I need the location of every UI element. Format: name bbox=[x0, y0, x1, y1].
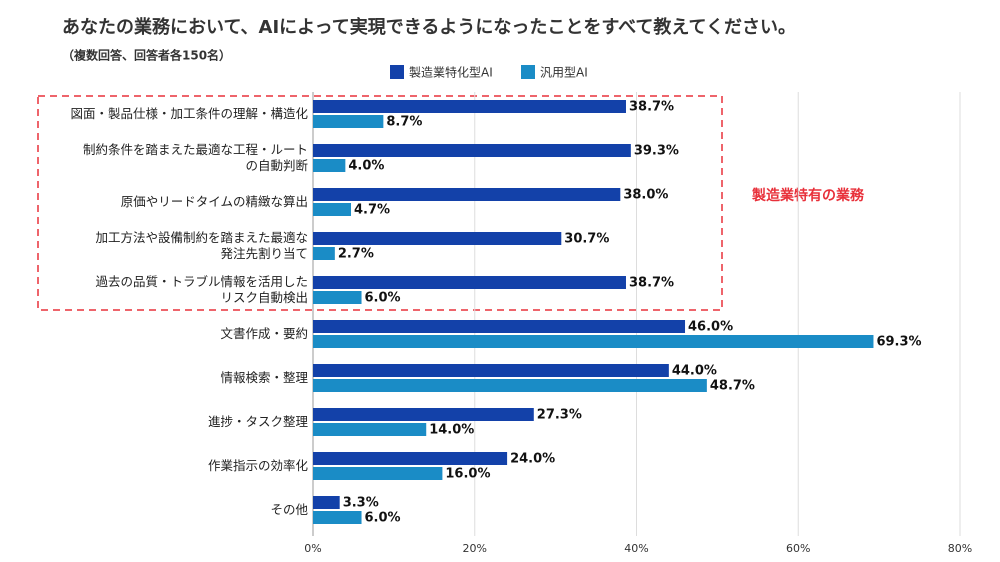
bar bbox=[313, 188, 621, 201]
legend-swatch bbox=[521, 65, 535, 79]
y-tick-label: 文書作成・要約 bbox=[220, 326, 308, 341]
bar bbox=[313, 100, 626, 113]
legend-label: 汎用型AI bbox=[540, 66, 588, 80]
y-tick-label: 加工方法や設備制約を踏まえた最適な 発注先割り当て bbox=[95, 230, 308, 261]
y-tick-label: 情報検索・整理 bbox=[220, 370, 308, 385]
value-label: 6.0% bbox=[365, 511, 401, 526]
value-label: 30.7% bbox=[564, 232, 609, 247]
chart-subtitle: （複数回答、回答者各150名） bbox=[62, 48, 231, 63]
bar bbox=[313, 364, 669, 377]
bar bbox=[313, 423, 427, 436]
legend-swatch bbox=[390, 65, 404, 79]
y-tick-label: 図面・製品仕様・加工条件の理解・構造化 bbox=[70, 106, 308, 121]
x-tick-label: 20% bbox=[463, 542, 487, 555]
value-label: 14.0% bbox=[429, 423, 474, 438]
bar bbox=[313, 496, 340, 509]
chart-title: あなたの業務において、AIによって実現できるようになったことをすべて教えてくださ… bbox=[62, 16, 796, 38]
value-label: 46.0% bbox=[688, 320, 733, 335]
bar bbox=[313, 276, 626, 289]
legend-label: 製造業特化型AI bbox=[409, 65, 493, 80]
value-label: 4.7% bbox=[354, 203, 390, 218]
y-tick-label: 制約条件を踏まえた最適な工程・ルート の自動判断 bbox=[82, 142, 308, 173]
value-label: 24.0% bbox=[510, 452, 555, 467]
value-label: 39.3% bbox=[634, 144, 679, 159]
value-label: 16.0% bbox=[445, 467, 490, 482]
highlight-box bbox=[37, 95, 723, 311]
bar bbox=[313, 320, 686, 333]
value-label: 44.0% bbox=[672, 364, 717, 379]
y-tick-label: 進捗・タスク整理 bbox=[207, 414, 308, 429]
annotation: 製造業特有の業務 bbox=[751, 187, 865, 204]
y-tick-label: 原価やリードタイムの精緻な算出 bbox=[120, 194, 308, 209]
y-tick-label: 過去の品質・トラブル情報を活用した リスク自動検出 bbox=[95, 274, 308, 305]
bar bbox=[313, 335, 874, 348]
value-label: 2.7% bbox=[338, 247, 374, 262]
value-label: 8.7% bbox=[386, 115, 422, 130]
value-label: 38.0% bbox=[623, 188, 668, 203]
x-tick-label: 0% bbox=[304, 542, 321, 555]
value-label: 48.7% bbox=[710, 379, 755, 394]
bar bbox=[313, 452, 508, 465]
bar bbox=[313, 115, 384, 128]
x-tick-label: 80% bbox=[948, 542, 972, 555]
bar bbox=[313, 247, 335, 260]
bar bbox=[313, 232, 562, 245]
bar bbox=[313, 203, 352, 216]
value-label: 27.3% bbox=[537, 408, 582, 423]
bar bbox=[313, 467, 443, 480]
value-label: 38.7% bbox=[629, 100, 674, 115]
bar bbox=[313, 144, 631, 157]
value-label: 3.3% bbox=[343, 496, 379, 511]
bar bbox=[313, 159, 346, 172]
y-tick-label: その他 bbox=[270, 502, 308, 517]
bar bbox=[313, 408, 534, 421]
value-label: 38.7% bbox=[629, 276, 674, 291]
value-label: 6.0% bbox=[365, 291, 401, 306]
bar bbox=[313, 379, 707, 392]
value-label: 69.3% bbox=[876, 335, 921, 350]
bar bbox=[313, 291, 362, 304]
bar bbox=[313, 511, 362, 524]
x-tick-label: 40% bbox=[624, 542, 648, 555]
y-tick-label: 作業指示の効率化 bbox=[207, 458, 308, 473]
x-tick-label: 60% bbox=[786, 542, 810, 555]
value-label: 4.0% bbox=[348, 159, 384, 174]
